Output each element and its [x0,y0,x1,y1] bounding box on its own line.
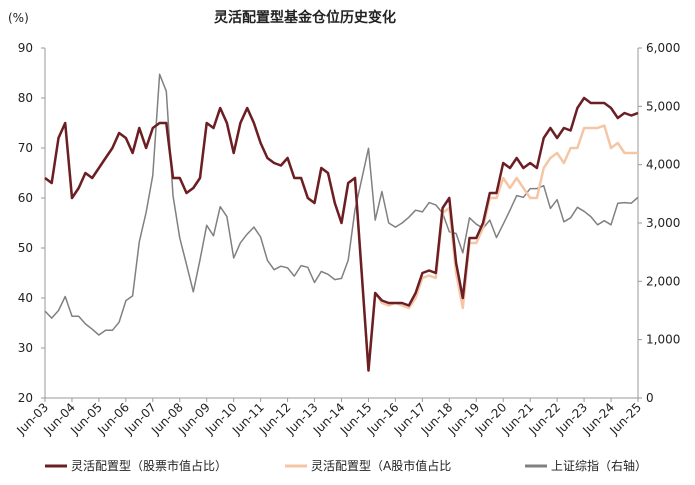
y2-tick-label: 6,000 [646,41,680,55]
y2-tick-label: 4,000 [646,158,680,172]
legend-label: 灵活配置型（A股市值占比 [311,458,451,473]
legend-label: 灵活配置型（股票市值占比） [71,458,227,473]
y2-tick-label: 1,000 [646,333,680,347]
y-axis-label: (%) [8,11,29,25]
chart-title: 灵活配置型基金仓位历史变化 [214,9,396,26]
y-tick-label: 30 [18,341,33,355]
y-tick-label: 20 [18,391,33,405]
y2-tick-label: 0 [646,391,654,405]
y2-tick-label: 2,000 [646,274,680,288]
y2-tick-label: 5,000 [646,99,680,113]
series-line [44,73,639,336]
y-tick-label: 50 [18,241,33,255]
y-tick-label: 40 [18,291,33,305]
y-tick-label: 90 [18,41,33,55]
y-tick-label: 70 [18,141,33,155]
series-line [44,96,639,372]
y2-tick-label: 3,000 [646,216,680,230]
y-tick-label: 80 [18,91,33,105]
y-tick-label: 60 [18,191,33,205]
legend-label: 上证综指（右轴） [551,458,647,473]
